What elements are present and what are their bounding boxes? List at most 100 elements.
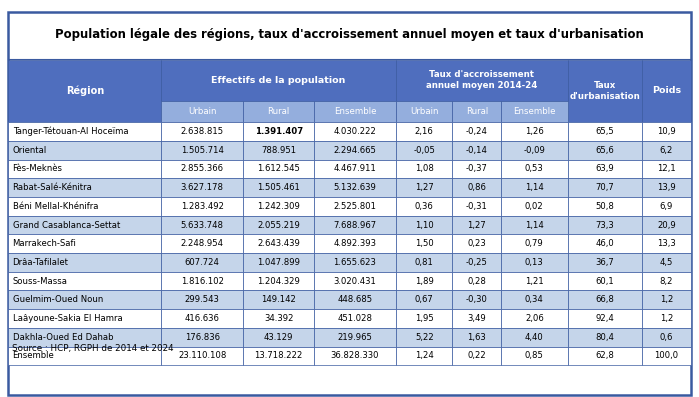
Bar [501, 122, 568, 141]
Text: 0,67: 0,67 [415, 295, 433, 304]
Bar [314, 234, 396, 253]
Bar [8, 60, 161, 122]
Bar [396, 60, 568, 101]
Bar [314, 197, 396, 216]
Text: 0,81: 0,81 [415, 258, 434, 267]
Text: 1.816.102: 1.816.102 [181, 277, 224, 285]
Text: Béni Mellal-Khénifra: Béni Mellal-Khénifra [13, 202, 98, 211]
Bar [314, 272, 396, 291]
Bar [8, 160, 161, 178]
Text: 4,5: 4,5 [660, 258, 673, 267]
Bar [568, 216, 642, 234]
Text: 2,06: 2,06 [525, 314, 544, 323]
Text: Grand Casablanca-Settat: Grand Casablanca-Settat [13, 221, 120, 229]
Text: 13,3: 13,3 [657, 239, 676, 248]
Bar [161, 347, 243, 365]
Bar [8, 216, 161, 234]
Bar [452, 234, 501, 253]
Text: -0,31: -0,31 [466, 202, 488, 211]
Text: 1,10: 1,10 [415, 221, 433, 229]
Bar [642, 291, 691, 309]
Text: Poids: Poids [651, 87, 681, 95]
Text: 0,86: 0,86 [468, 183, 487, 192]
Bar [642, 197, 691, 216]
Text: 6,2: 6,2 [660, 146, 673, 155]
Bar [8, 141, 161, 160]
Text: 451.028: 451.028 [338, 314, 373, 323]
Bar [501, 178, 568, 197]
Text: 2.638.815: 2.638.815 [180, 127, 224, 136]
Bar [243, 216, 314, 234]
Bar [501, 272, 568, 291]
Text: 4,40: 4,40 [525, 333, 544, 342]
Text: -0,24: -0,24 [466, 127, 488, 136]
Bar [243, 141, 314, 160]
Bar [642, 122, 691, 141]
Text: Effectifs de la population: Effectifs de la population [211, 76, 346, 85]
Text: 1,95: 1,95 [415, 314, 433, 323]
Bar [452, 272, 501, 291]
Text: 0,79: 0,79 [525, 239, 544, 248]
Bar [501, 234, 568, 253]
Bar [8, 347, 161, 365]
Text: 34.392: 34.392 [264, 314, 294, 323]
Text: 1,14: 1,14 [525, 221, 544, 229]
Bar [452, 178, 501, 197]
Bar [161, 253, 243, 272]
Text: 0,53: 0,53 [525, 164, 544, 173]
Text: 4.892.393: 4.892.393 [333, 239, 377, 248]
Bar [642, 309, 691, 328]
Text: Région: Région [66, 86, 104, 96]
Text: Source : HCP, RGPH de 2014 et 2024: Source : HCP, RGPH de 2014 et 2024 [12, 344, 173, 353]
Bar [452, 347, 501, 365]
Bar [568, 178, 642, 197]
Text: 448.685: 448.685 [338, 295, 373, 304]
Text: 13.718.222: 13.718.222 [254, 351, 303, 360]
Bar [568, 60, 642, 122]
Bar [452, 328, 501, 347]
Bar [314, 101, 396, 122]
Text: 60,1: 60,1 [596, 277, 614, 285]
Bar [501, 328, 568, 347]
Bar [314, 160, 396, 178]
Bar [568, 309, 642, 328]
Bar [8, 178, 161, 197]
Bar [642, 234, 691, 253]
Text: 2.855.366: 2.855.366 [181, 164, 224, 173]
Bar [396, 328, 452, 347]
Text: 1,63: 1,63 [468, 333, 487, 342]
Text: Urbain: Urbain [410, 107, 438, 116]
Bar [8, 291, 161, 309]
Text: 13,9: 13,9 [657, 183, 676, 192]
Text: 36,7: 36,7 [596, 258, 614, 267]
Text: Ensemble: Ensemble [513, 107, 556, 116]
Text: 0,34: 0,34 [525, 295, 544, 304]
Text: Rural: Rural [466, 107, 488, 116]
Text: -0,30: -0,30 [466, 295, 488, 304]
Text: 1,89: 1,89 [415, 277, 434, 285]
Bar [314, 253, 396, 272]
Bar [314, 141, 396, 160]
Text: -0,37: -0,37 [466, 164, 488, 173]
Text: -0,14: -0,14 [466, 146, 488, 155]
Bar [8, 122, 161, 141]
Text: 2.248.954: 2.248.954 [181, 239, 224, 248]
Bar [568, 253, 642, 272]
Bar [396, 160, 452, 178]
Bar [243, 160, 314, 178]
Text: 46,0: 46,0 [596, 239, 614, 248]
Bar [642, 178, 691, 197]
Text: 3,49: 3,49 [468, 314, 487, 323]
Text: -0,05: -0,05 [413, 146, 435, 155]
Bar [243, 122, 314, 141]
Bar [8, 328, 161, 347]
Text: 1,14: 1,14 [525, 183, 544, 192]
Bar [396, 253, 452, 272]
Text: Tanger-Tétouan-Al Hoceïma: Tanger-Tétouan-Al Hoceïma [13, 127, 128, 136]
Text: 1,27: 1,27 [415, 183, 433, 192]
Bar [396, 347, 452, 365]
Bar [314, 178, 396, 197]
Text: 2.525.801: 2.525.801 [333, 202, 377, 211]
Text: Urbain: Urbain [188, 107, 217, 116]
Bar [452, 309, 501, 328]
